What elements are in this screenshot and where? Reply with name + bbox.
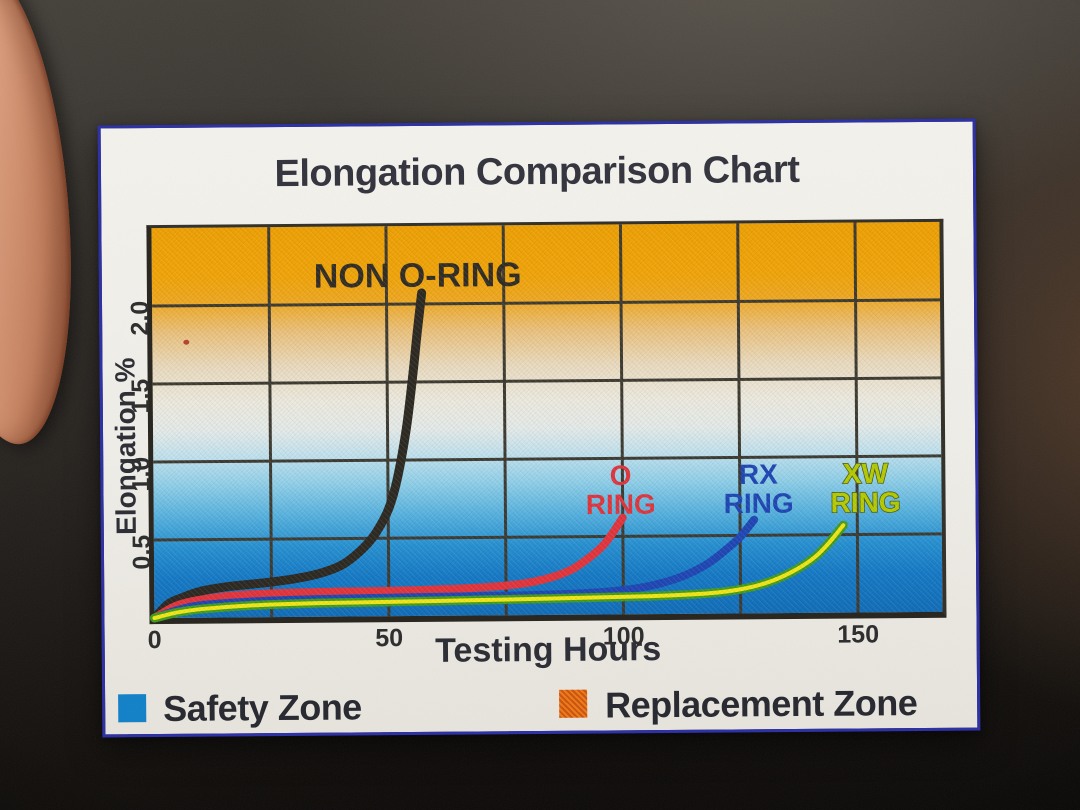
y-tick-label: 0.5 [127,534,157,570]
x-axis-label: Testing Hours [435,630,662,670]
plot-area: NON O-RING O RING RX RING XW RING [146,218,947,625]
gridline-vertical [267,227,274,618]
gridline-vertical [618,224,626,615]
safety-zone-label: Safety Zone [163,686,362,729]
gridline-vertical [853,222,860,613]
safety-zone-swatch [118,694,147,723]
y-tick-label: 1.0 [127,456,156,492]
y-tick-label: 2.0 [125,300,155,336]
chart-title: Elongation Comparison Chart [274,148,800,196]
replacement-zone-swatch [559,689,588,718]
replacement-zone-label: Replacement Zone [605,682,918,726]
gridline-vertical [736,223,743,614]
series-label-non-o-ring: NON O-RING [314,256,522,296]
y-axis-ticks [101,122,973,129]
finger [0,0,89,451]
chart-card: Elongation Comparison Chart Elongation %… [97,118,981,738]
series-label-rx-ring: RX RING [723,459,793,520]
series-curve-non-o-ring [149,288,427,623]
series-label-xw-ring: XW RING [830,458,900,519]
y-tick-label: 1.5 [126,378,155,414]
print-speck [183,339,190,345]
zone-legend: Safety Zone Replacement Zone [105,682,977,733]
series-label-o-ring: O RING [585,460,655,521]
chart-canvas: NON O-RING O RING RX RING XW RING [149,222,942,623]
